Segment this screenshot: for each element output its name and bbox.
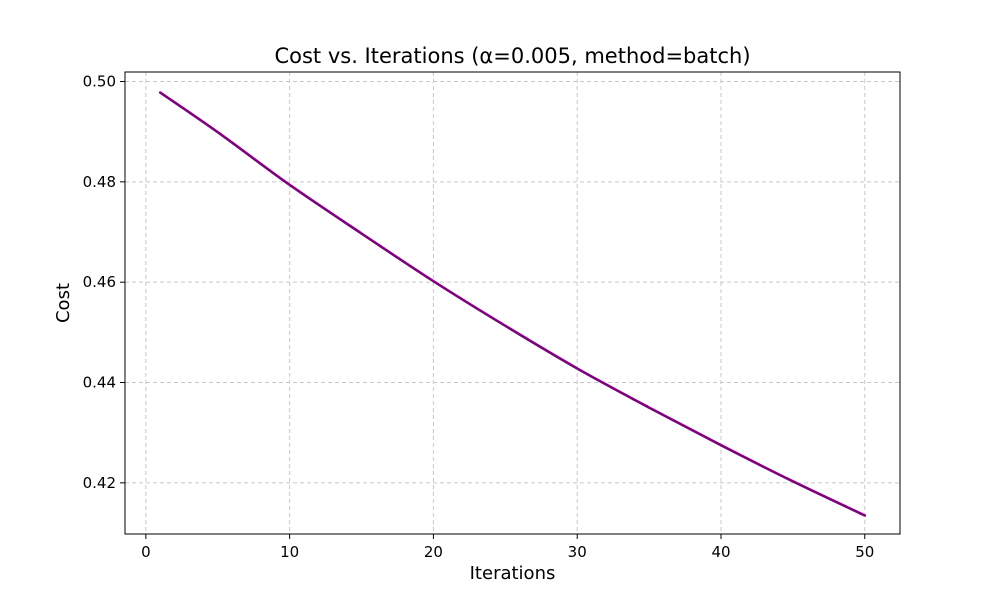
series-line-0 bbox=[158, 91, 867, 517]
x-tick-label: 50 bbox=[855, 543, 874, 561]
series-layer bbox=[158, 91, 867, 517]
y-tick-label: 0.48 bbox=[83, 173, 116, 191]
y-tick-label: 0.46 bbox=[83, 273, 116, 291]
plot-frame bbox=[124, 71, 901, 535]
x-tick-label: 30 bbox=[568, 543, 587, 561]
grid bbox=[125, 72, 900, 534]
x-tick-label: 0 bbox=[141, 543, 151, 561]
x-axis: 0 10 20 30 40 50 bbox=[141, 534, 874, 561]
x-tick-label: 20 bbox=[424, 543, 443, 561]
x-tick-label: 40 bbox=[711, 543, 730, 561]
chart-title: Cost vs. Iterations (α=0.005, method=bat… bbox=[274, 44, 750, 68]
x-tick-label: 10 bbox=[280, 543, 299, 561]
y-tick-label: 0.44 bbox=[83, 374, 116, 392]
y-axis-label: Cost bbox=[53, 283, 74, 323]
y-axis: 0.42 0.44 0.46 0.48 0.50 bbox=[83, 73, 125, 492]
x-axis-label: Iterations bbox=[470, 563, 556, 584]
y-tick-label: 0.50 bbox=[83, 73, 116, 91]
y-tick-label: 0.42 bbox=[83, 474, 116, 492]
